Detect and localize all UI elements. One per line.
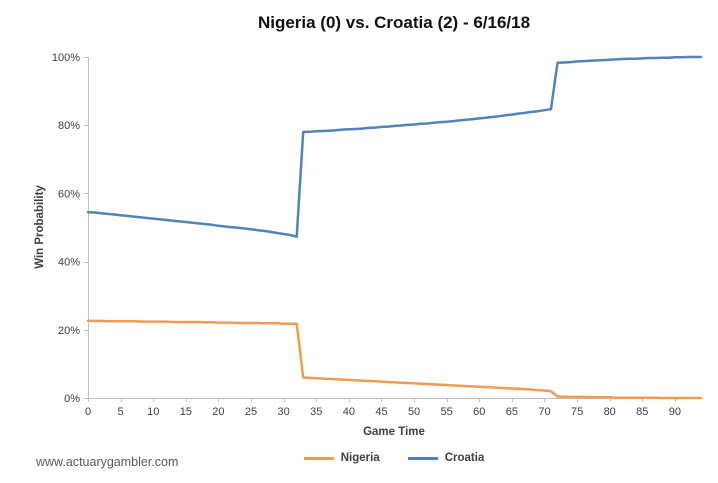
x-tick-label: 5 (118, 406, 124, 418)
y-tick-label: 0% (64, 393, 80, 405)
nigeria-line-swatch (303, 456, 334, 460)
croatia-line-swatch (407, 456, 438, 460)
legend-label-croatia: Croatia (444, 452, 485, 464)
croatia-line (86, 55, 703, 238)
x-tick-label: 90 (669, 406, 681, 418)
x-tick-label: 50 (408, 406, 420, 418)
x-tick-label: 40 (343, 406, 355, 418)
x-tick-label: 75 (571, 406, 583, 418)
watermark: www.actuarygambler.com (36, 455, 179, 469)
x-tick-label: 10 (147, 406, 159, 418)
x-tick-label: 30 (278, 406, 290, 418)
x-tick-label: 60 (473, 406, 485, 418)
x-tick-label: 55 (441, 406, 453, 418)
chart-title: Nigeria (0) vs. Croatia (2) - 6/16/18 (257, 13, 531, 32)
legend: Nigeria Croatia (88, 452, 700, 464)
x-tick-label: 15 (180, 406, 192, 418)
x-tick-label: 45 (375, 406, 387, 418)
y-tick-label: 20% (58, 325, 80, 337)
y-tick-label: 60% (58, 188, 80, 200)
legend-item-nigeria: Nigeria (303, 452, 380, 464)
x-tick-label: 20 (212, 406, 224, 418)
nigeria-line (86, 319, 703, 400)
x-axis-title: Game Time (363, 426, 425, 438)
y-tick-label: 100% (52, 52, 80, 64)
x-tick-label: 80 (604, 406, 616, 418)
y-tick-label: 40% (58, 257, 80, 269)
x-tick-label: 35 (310, 406, 322, 418)
x-tick-label: 25 (245, 406, 257, 418)
y-tick-label: 80% (58, 120, 80, 132)
x-tick-label: 0 (85, 406, 91, 418)
legend-item-croatia: Croatia (407, 452, 485, 464)
y-axis-title: Win Probability (34, 185, 46, 269)
legend-label-nigeria: Nigeria (340, 452, 380, 464)
x-tick-label: 65 (506, 406, 518, 418)
x-tick-label: 85 (636, 406, 648, 418)
x-tick-label: 70 (538, 406, 550, 418)
